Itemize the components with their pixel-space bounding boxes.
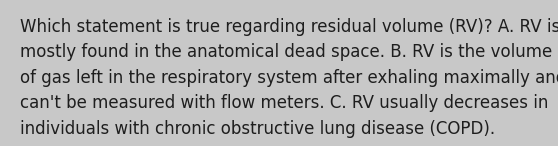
Text: mostly found in the anatomical dead space. B. RV is the volume: mostly found in the anatomical dead spac…: [20, 43, 552, 61]
Text: can't be measured with flow meters. C. RV usually decreases in: can't be measured with flow meters. C. R…: [20, 94, 548, 112]
Text: of gas left in the respiratory system after exhaling maximally and: of gas left in the respiratory system af…: [20, 69, 558, 87]
Text: individuals with chronic obstructive lung disease (COPD).: individuals with chronic obstructive lun…: [20, 120, 494, 138]
Text: Which statement is true regarding residual volume (RV)? A. RV is: Which statement is true regarding residu…: [20, 18, 558, 35]
